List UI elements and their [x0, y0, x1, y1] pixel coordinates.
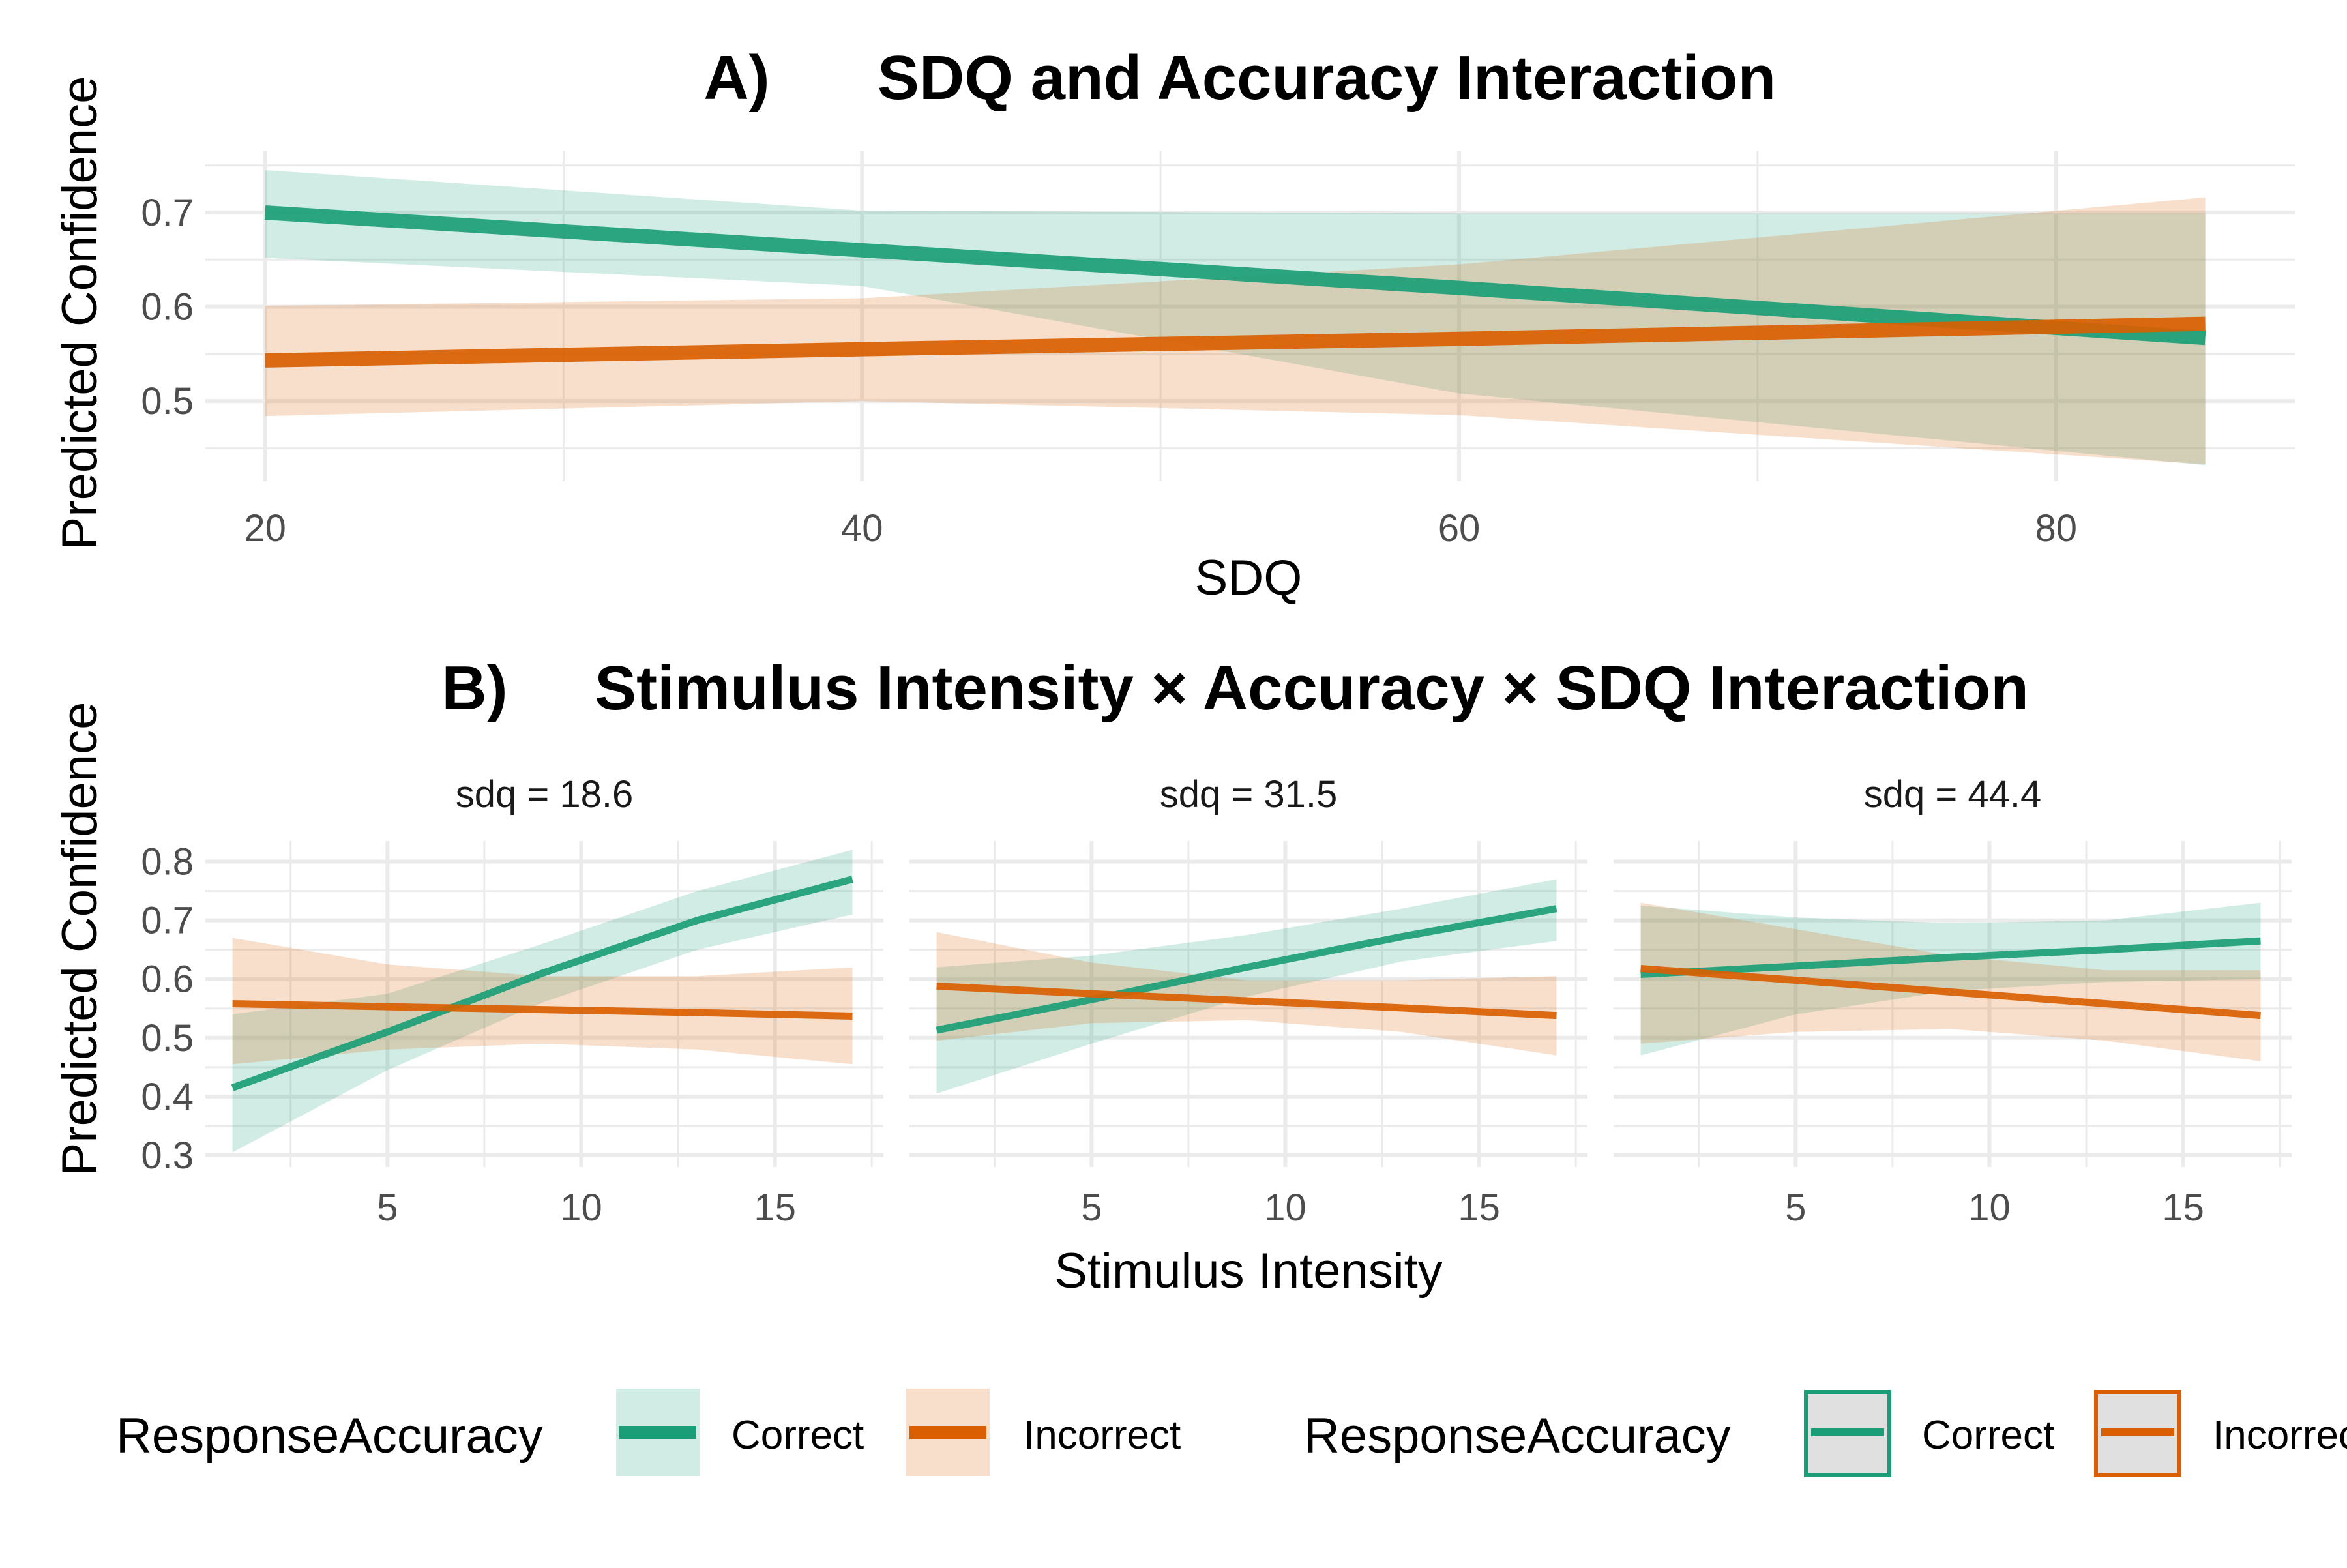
panel-b-facet-3-line-correct [1640, 937, 2261, 978]
panel-a-title: SDQ and Accuracy Interaction [878, 43, 1776, 113]
panel-b-facet-3-ribbon-incorrect [1640, 902, 2261, 1061]
legend-2-title: ResponseAccuracy [1304, 1408, 1731, 1464]
facet-strip-3: sdq = 44.4 [1864, 773, 2042, 816]
panel-a-ytick-label-2: 0.7 [141, 192, 194, 234]
panel-b-facet-3-xtick-label-2: 15 [2162, 1187, 2204, 1229]
panel-a-xtick-label-2: 60 [1438, 507, 1481, 550]
panel-a-ytick-label-1: 0.6 [141, 286, 194, 329]
panel-b-facet-2-line-correct [936, 905, 1557, 1034]
panel-b-label: B) [441, 653, 507, 723]
panel-b-facet-1-ytick-label-3: 0.6 [141, 958, 194, 1001]
panel-b-facet-1-xtick-label-0: 5 [377, 1187, 398, 1229]
panel-b-facet-2-xtick-label-2: 15 [1458, 1187, 1500, 1229]
panel-a-xlabel: SDQ [1195, 550, 1303, 606]
panel-a-xtick-label-3: 80 [2035, 507, 2077, 550]
panel-b-facet-3-line-incorrect [1640, 965, 2261, 1020]
panel-a-line-correct [264, 205, 2206, 346]
panel-b-facet-2-xtick-label-0: 5 [1081, 1187, 1102, 1229]
panel-a-ytick-label-0: 0.5 [141, 380, 194, 422]
panel-a-xtick-label-0: 20 [244, 507, 286, 550]
panel-b-facet-2-ribbon-correct [936, 879, 1557, 1094]
legend-1-label-correct: Correct [731, 1413, 864, 1458]
legend-2: ResponseAccuracy Correct Incorrect [1304, 1390, 2347, 1477]
panel-b-facet-2-line-incorrect [936, 983, 1557, 1020]
panel-a-label: A) [703, 43, 769, 113]
panel-a-line-incorrect [265, 316, 2206, 368]
panel-b-facet-1-line-correct [231, 876, 853, 1091]
panel-b-facet-2-xtick-label-1: 10 [1264, 1187, 1306, 1229]
panel-b-facet-1-ytick-label-5: 0.8 [141, 841, 194, 883]
facet-strip-2: sdq = 31.5 [1160, 773, 1338, 816]
legend-2-label-correct: Correct [1922, 1413, 2054, 1458]
panel-b-xlabel: Stimulus Intensity [1054, 1243, 1443, 1299]
legend-1-title: ResponseAccuracy [116, 1408, 543, 1464]
panel-b-facet-1-line-incorrect [232, 1000, 853, 1020]
legend-1-label-incorrect: Incorrect [1024, 1413, 1181, 1458]
panel-b-facet-1-ytick-label-4: 0.7 [141, 900, 194, 942]
facet-strip-1: sdq = 18.6 [456, 773, 634, 816]
legend-2-label-incorrect: Incorrect [2213, 1413, 2347, 1458]
panel-b-facet-1-ytick-label-2: 0.5 [141, 1017, 194, 1059]
panel-a-ribbon-incorrect [265, 197, 2206, 464]
panel-b-facet-1-xtick-label-2: 15 [754, 1187, 796, 1229]
legend-1: ResponseAccuracy Correct Incorrect [116, 1389, 1181, 1476]
panel-b-facet-1-ytick-label-1: 0.4 [141, 1076, 194, 1118]
panel-b-facet-1-xtick-label-1: 10 [560, 1187, 602, 1229]
panel-a-xtick-label-1: 40 [841, 507, 883, 550]
panel-b-facet-2-ribbon-incorrect [936, 932, 1557, 1056]
panel-b-facet-1-ytick-label-0: 0.3 [141, 1134, 194, 1177]
panel-b-facet-1-ribbon-correct [232, 850, 853, 1153]
panel-b-facet-3-xtick-label-0: 5 [1785, 1187, 1806, 1229]
plot-panels: 20 40 60 80 0.5 0.6 0.7 5 10 15 0.3 0.4 0.5 0.6 0.7 0.8… [141, 151, 2295, 1229]
panel-b-title: Stimulus Intensity × Accuracy × SDQ Inte… [595, 653, 2029, 723]
panel-b-facet-3-xtick-label-1: 10 [1968, 1187, 2011, 1229]
panel-a-ylabel: Predicted Confidence [52, 76, 108, 550]
panel-b-ylabel: Predicted Confidence [52, 702, 108, 1176]
panel-b-facet-3-ribbon-correct [1640, 902, 2261, 1056]
